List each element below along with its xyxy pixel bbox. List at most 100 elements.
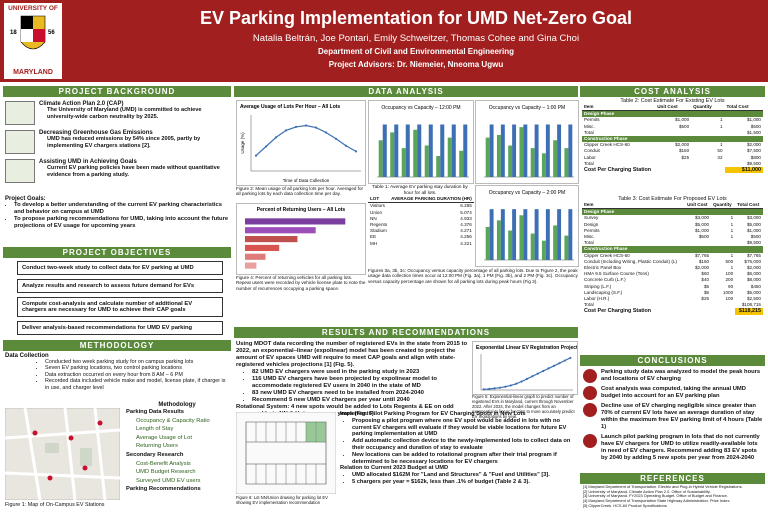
header-cell: Unit Cost	[655, 104, 692, 112]
footer-cell: $11,000	[724, 167, 763, 174]
table-cell: Total	[584, 129, 594, 135]
table-cell: $25	[701, 296, 710, 302]
table-cell: Stadium	[370, 228, 387, 234]
table-title: Table 3: Cost Estimate For Proposed EV L…	[618, 196, 727, 202]
table-row: Design Phase	[582, 110, 763, 118]
table-cell: 1	[730, 227, 734, 233]
bar	[451, 124, 456, 177]
table-cell: 4.376	[460, 222, 472, 227]
background-body: Assisting UMD in Achieving Goals Current …	[39, 159, 229, 183]
subheading: Relation to Current 2023 Budget at UMD	[340, 465, 449, 472]
table: Item Unit Cost Quantity Total Cost Design Ph…	[582, 104, 763, 174]
table-row: Permits $1,000 1 $1,000	[582, 117, 763, 123]
bar	[519, 215, 524, 260]
table-cell: 1	[719, 117, 723, 123]
table-cell: Visitors	[370, 203, 385, 209]
bar	[557, 124, 562, 177]
returning-chart: Percent of Returning Users – All Lots	[236, 203, 366, 275]
table-cell: Design Phase	[582, 208, 763, 216]
table-cell: 1	[730, 215, 734, 221]
point	[569, 356, 572, 360]
point	[482, 388, 485, 391]
data-collection-list: Conducted two week parking study for on …	[5, 359, 229, 391]
table-cell: $6,000	[746, 271, 761, 277]
pilot-item: Add automatic collection device to the n…	[352, 438, 578, 452]
bar	[541, 153, 546, 177]
reference: [1] Maryland Department of Transportatio…	[583, 484, 743, 489]
table-cell: $2,000	[746, 265, 761, 271]
point	[493, 387, 496, 390]
budget-list: UMD allocated $162M for "Land and Struct…	[340, 472, 578, 486]
tree-list: Parking Data Results Occupancy & Capacity…	[122, 408, 232, 494]
table-cell: $75,000	[744, 258, 761, 264]
table-row: Misc. $500 1 $500	[582, 234, 763, 240]
table-row: Permits $1,000 1 $1,000	[582, 228, 763, 234]
bar	[508, 145, 513, 177]
point	[509, 384, 512, 387]
title: EV Parking Implementation for UMD Net-Ze…	[199, 8, 633, 28]
bar	[382, 124, 387, 177]
bar	[428, 124, 433, 177]
chart-title: Occupancy vs Capacity – 2:00 PM	[489, 190, 565, 196]
footer-cell: Cost Per Charging Station	[584, 308, 652, 315]
table-cell: $1,000	[695, 227, 710, 233]
reference: [2] University of Maryland. Climate Acti…	[583, 488, 711, 494]
bar	[459, 150, 464, 177]
table-row: Conduit $150 50 $7,500	[582, 148, 763, 154]
table-cell: Conduit (Including Wiring, Plastic Condu…	[584, 258, 677, 264]
background-body: Climate Action Plan 2.0 (CAP) The Univers…	[39, 101, 229, 125]
data-collection-item: Recorded data included vehicle make and …	[45, 378, 229, 391]
table-cell: $108,715	[741, 302, 761, 308]
table-cell: 4.256	[460, 234, 472, 240]
tree-item: Occupancy & Capacity Ratio	[136, 417, 210, 424]
bar	[553, 140, 558, 177]
table-row: Labor (H.R.) $25 100 $2,500	[582, 296, 763, 302]
point	[274, 136, 278, 139]
table-footer: Cost Per Charging Station $11,000	[582, 167, 763, 174]
bar	[485, 226, 490, 260]
table-cell: NN	[370, 215, 377, 221]
table2: Table 2: Cost Estimate For Existing EV L…	[582, 98, 763, 174]
tree-item: Length of Stay	[136, 426, 174, 433]
table-cell: 1	[730, 221, 734, 227]
bar	[245, 253, 266, 260]
conclusion-text: Parking study data was analyzed to model…	[601, 369, 761, 382]
data-collection-item: Data extraction occurred on every hour f…	[45, 372, 229, 378]
table-cell: $800	[750, 154, 761, 160]
table-cell: $5,000	[746, 289, 761, 295]
table3: Table 3: Cost Estimate For Proposed EV L…	[582, 196, 763, 315]
table-cell: 4.221	[460, 240, 472, 246]
figure-caption: Figure 6: Lot NN/Union drawing for parki…	[236, 495, 328, 505]
bar	[512, 209, 517, 260]
bar	[508, 230, 513, 260]
bar	[245, 218, 346, 225]
table-header: Item Unit Cost Quantity Total Cost	[582, 202, 763, 210]
table-row: Design Phase	[582, 208, 763, 216]
point	[354, 150, 358, 153]
occupancy-chart: Occupancy vs Capacity – 2:00 PM	[475, 185, 579, 267]
table-cell: Clipper Creek HCS-60	[584, 142, 630, 148]
section-heading: PROJECT OBJECTIVES	[3, 247, 231, 258]
table-cell: 1	[719, 142, 723, 148]
tree-item: Cost-Benefit Analysis	[136, 460, 191, 467]
table-row: EE 4.256	[368, 234, 474, 240]
table-cell: 200	[725, 277, 734, 283]
table-cell: 4.933	[460, 215, 472, 221]
point	[324, 131, 328, 134]
table-cell: Concrete Curb (L.F.)	[584, 277, 626, 283]
table-cell: Survey	[584, 215, 599, 221]
pilot-item: New locations can be added to rotational…	[352, 452, 578, 466]
chart-title: Percent of Returning Users – All Lots	[257, 207, 346, 213]
objective: Deliver analysis-based recommendations f…	[17, 321, 223, 335]
table-cell: 5.074	[460, 209, 472, 215]
bar	[413, 129, 418, 177]
point	[542, 369, 545, 373]
table-footer: Cost Per Charging Station $118,215	[582, 308, 763, 315]
table-cell: Misc.	[584, 234, 595, 240]
header: UNIVERSITY OF 18 56 MARYLAND EV Parking …	[0, 0, 768, 82]
bar	[534, 209, 539, 260]
goal: To propose parking recommendations for U…	[14, 216, 229, 230]
table-cell: Permits	[584, 117, 600, 123]
goals-title: Project Goals:	[5, 196, 46, 202]
bar	[519, 127, 524, 177]
